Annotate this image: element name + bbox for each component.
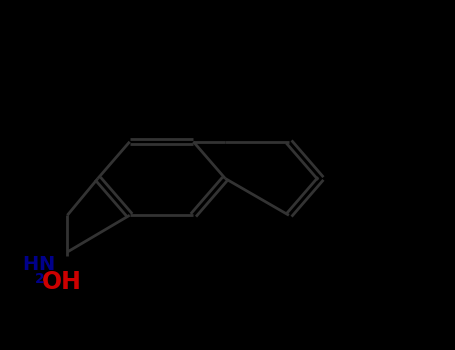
Text: OH: OH — [42, 270, 82, 294]
Text: N: N — [39, 255, 55, 274]
Text: H: H — [22, 255, 39, 274]
Text: 2: 2 — [35, 272, 45, 286]
